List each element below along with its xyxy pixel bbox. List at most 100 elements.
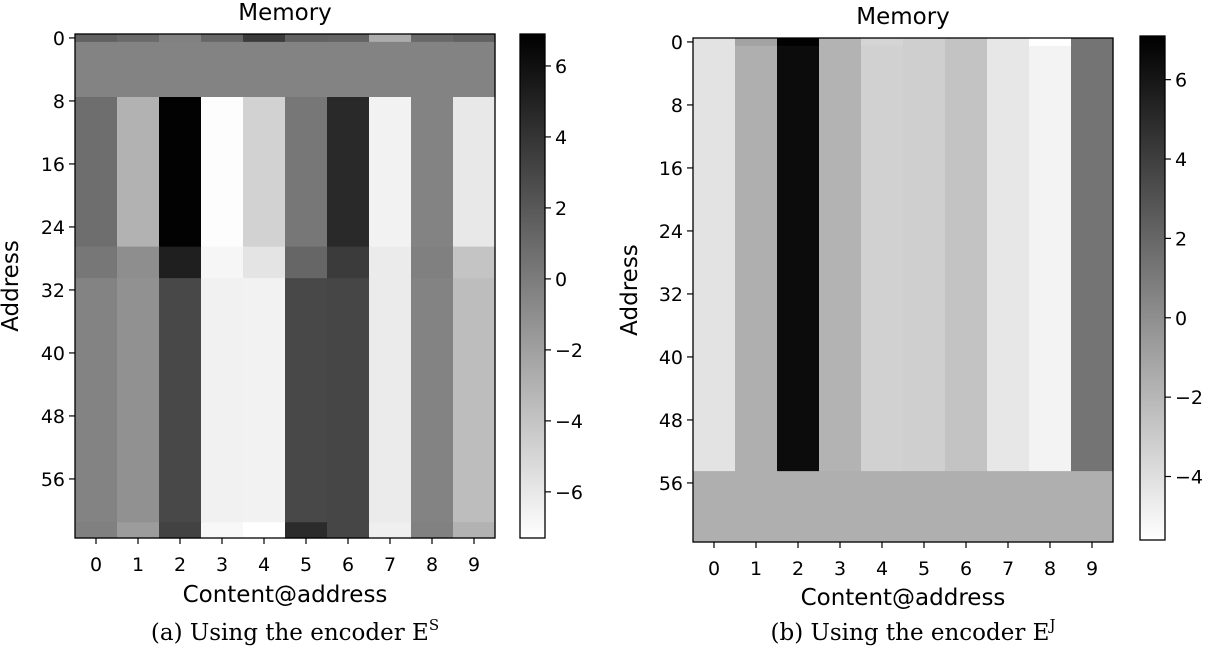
heatmap-cell bbox=[453, 278, 496, 523]
heatmap-cell bbox=[75, 246, 118, 279]
heatmap-cell bbox=[327, 41, 370, 98]
x-tick-label: 5 bbox=[300, 554, 312, 576]
x-tick-label: 8 bbox=[1044, 558, 1056, 580]
heatmap-cell bbox=[861, 471, 904, 543]
heatmap-cell bbox=[453, 522, 496, 539]
x-tick-label: 7 bbox=[384, 554, 396, 576]
colorbar-tick-label: 4 bbox=[1175, 149, 1187, 171]
heatmap-cell bbox=[159, 246, 202, 279]
x-tick-label: 3 bbox=[834, 558, 846, 580]
y-tick-label: 40 bbox=[659, 347, 683, 369]
y-tick-label: 16 bbox=[41, 154, 65, 176]
heatmap-cell bbox=[453, 246, 496, 279]
heatmap-cell bbox=[117, 34, 160, 43]
heatmap-cell bbox=[159, 522, 202, 539]
y-tick-label: 56 bbox=[41, 469, 65, 491]
x-axis-label: Content@address bbox=[183, 582, 388, 608]
y-axis-label: Address bbox=[617, 244, 643, 336]
x-axis-label: Content@address bbox=[801, 585, 1006, 611]
colorbar-tick-label: 6 bbox=[1175, 70, 1187, 92]
colorbar-tick-label: 2 bbox=[555, 198, 567, 220]
colorbar-tick-label: −6 bbox=[555, 482, 583, 504]
heatmap-cell bbox=[861, 38, 904, 47]
heatmap-cell bbox=[117, 41, 160, 98]
heatmap-cell bbox=[285, 278, 328, 523]
heatmap-cell bbox=[1029, 38, 1072, 47]
heatmap-cell bbox=[903, 38, 946, 47]
heatmap-cell bbox=[75, 522, 118, 539]
plot-frame bbox=[692, 37, 1114, 543]
x-tick-label: 5 bbox=[918, 558, 930, 580]
colorbar bbox=[1139, 35, 1166, 541]
y-tick-label: 32 bbox=[659, 284, 683, 306]
heatmap-cell bbox=[987, 471, 1030, 543]
heatmap-cell bbox=[201, 97, 244, 248]
y-tick-label: 48 bbox=[659, 410, 683, 432]
heatmap-cell bbox=[75, 97, 118, 248]
x-tick-label: 8 bbox=[426, 554, 438, 576]
heatmap-cell bbox=[369, 97, 412, 248]
y-tick-label: 8 bbox=[53, 91, 65, 113]
heatmap-cell bbox=[201, 41, 244, 98]
heatmap-cell bbox=[453, 34, 496, 43]
heatmap-cell bbox=[327, 246, 370, 279]
x-tick-label: 4 bbox=[258, 554, 270, 576]
y-tick-label: 0 bbox=[671, 32, 683, 54]
heatmap-cell bbox=[411, 41, 454, 98]
heatmap-cell bbox=[819, 38, 862, 47]
heatmap-cell bbox=[1071, 45, 1114, 472]
heatmap-cell bbox=[411, 97, 454, 248]
heatmap-cell bbox=[201, 278, 244, 523]
colorbar-tick-label: −4 bbox=[1175, 467, 1203, 489]
heatmap-cell bbox=[243, 97, 286, 248]
colorbar-tick-label: 6 bbox=[555, 56, 567, 78]
heatmap-cell bbox=[159, 97, 202, 248]
colorbar-tick-label: 0 bbox=[1175, 308, 1187, 330]
heatmap-cell bbox=[243, 522, 286, 539]
heatmap-cell bbox=[903, 45, 946, 472]
heatmap-cell bbox=[243, 278, 286, 523]
heatmap-cell bbox=[819, 471, 862, 543]
heatmap-cell bbox=[369, 246, 412, 279]
heatmap-cell bbox=[945, 471, 988, 543]
heatmap-cell bbox=[411, 246, 454, 279]
heatmap-cell bbox=[117, 278, 160, 523]
heatmap-cell bbox=[693, 38, 736, 47]
heatmap-cell bbox=[1029, 45, 1072, 472]
heatmap-cell bbox=[327, 34, 370, 43]
heatmap-cell bbox=[243, 34, 286, 43]
heatmap-cell bbox=[75, 278, 118, 523]
x-tick-label: 7 bbox=[1002, 558, 1014, 580]
heatmap-cell bbox=[201, 522, 244, 539]
colorbar-tick-label: 4 bbox=[555, 127, 567, 149]
heatmap-cell bbox=[327, 522, 370, 539]
y-tick-label: 8 bbox=[671, 95, 683, 117]
heatmap-cell bbox=[285, 34, 328, 43]
figure-caption: (a) Using the encoder ES bbox=[151, 616, 439, 646]
heatmap-cell bbox=[201, 246, 244, 279]
heatmap-cell bbox=[735, 45, 778, 472]
heatmap-cell bbox=[453, 41, 496, 98]
heatmap-cell bbox=[693, 471, 736, 543]
y-tick-label: 24 bbox=[659, 221, 683, 243]
x-tick-label: 2 bbox=[174, 554, 186, 576]
heatmap-cell bbox=[777, 38, 820, 47]
x-tick-label: 3 bbox=[216, 554, 228, 576]
x-tick-label: 1 bbox=[750, 558, 762, 580]
heatmap-cell bbox=[777, 471, 820, 543]
heatmap-cell bbox=[945, 45, 988, 472]
heatmap-cell bbox=[819, 45, 862, 472]
heatmap-cell bbox=[75, 34, 118, 43]
heatmap-cell bbox=[1071, 471, 1114, 543]
x-tick-label: 0 bbox=[708, 558, 720, 580]
colorbar-tick-label: −2 bbox=[1175, 387, 1203, 409]
y-tick-label: 48 bbox=[41, 406, 65, 428]
heatmap-cell bbox=[159, 278, 202, 523]
heatmap-cell bbox=[243, 41, 286, 98]
y-tick-label: 0 bbox=[53, 28, 65, 50]
heatmap-cell bbox=[411, 278, 454, 523]
chart-title: Memory bbox=[856, 4, 950, 30]
heatmap-cell bbox=[369, 41, 412, 98]
